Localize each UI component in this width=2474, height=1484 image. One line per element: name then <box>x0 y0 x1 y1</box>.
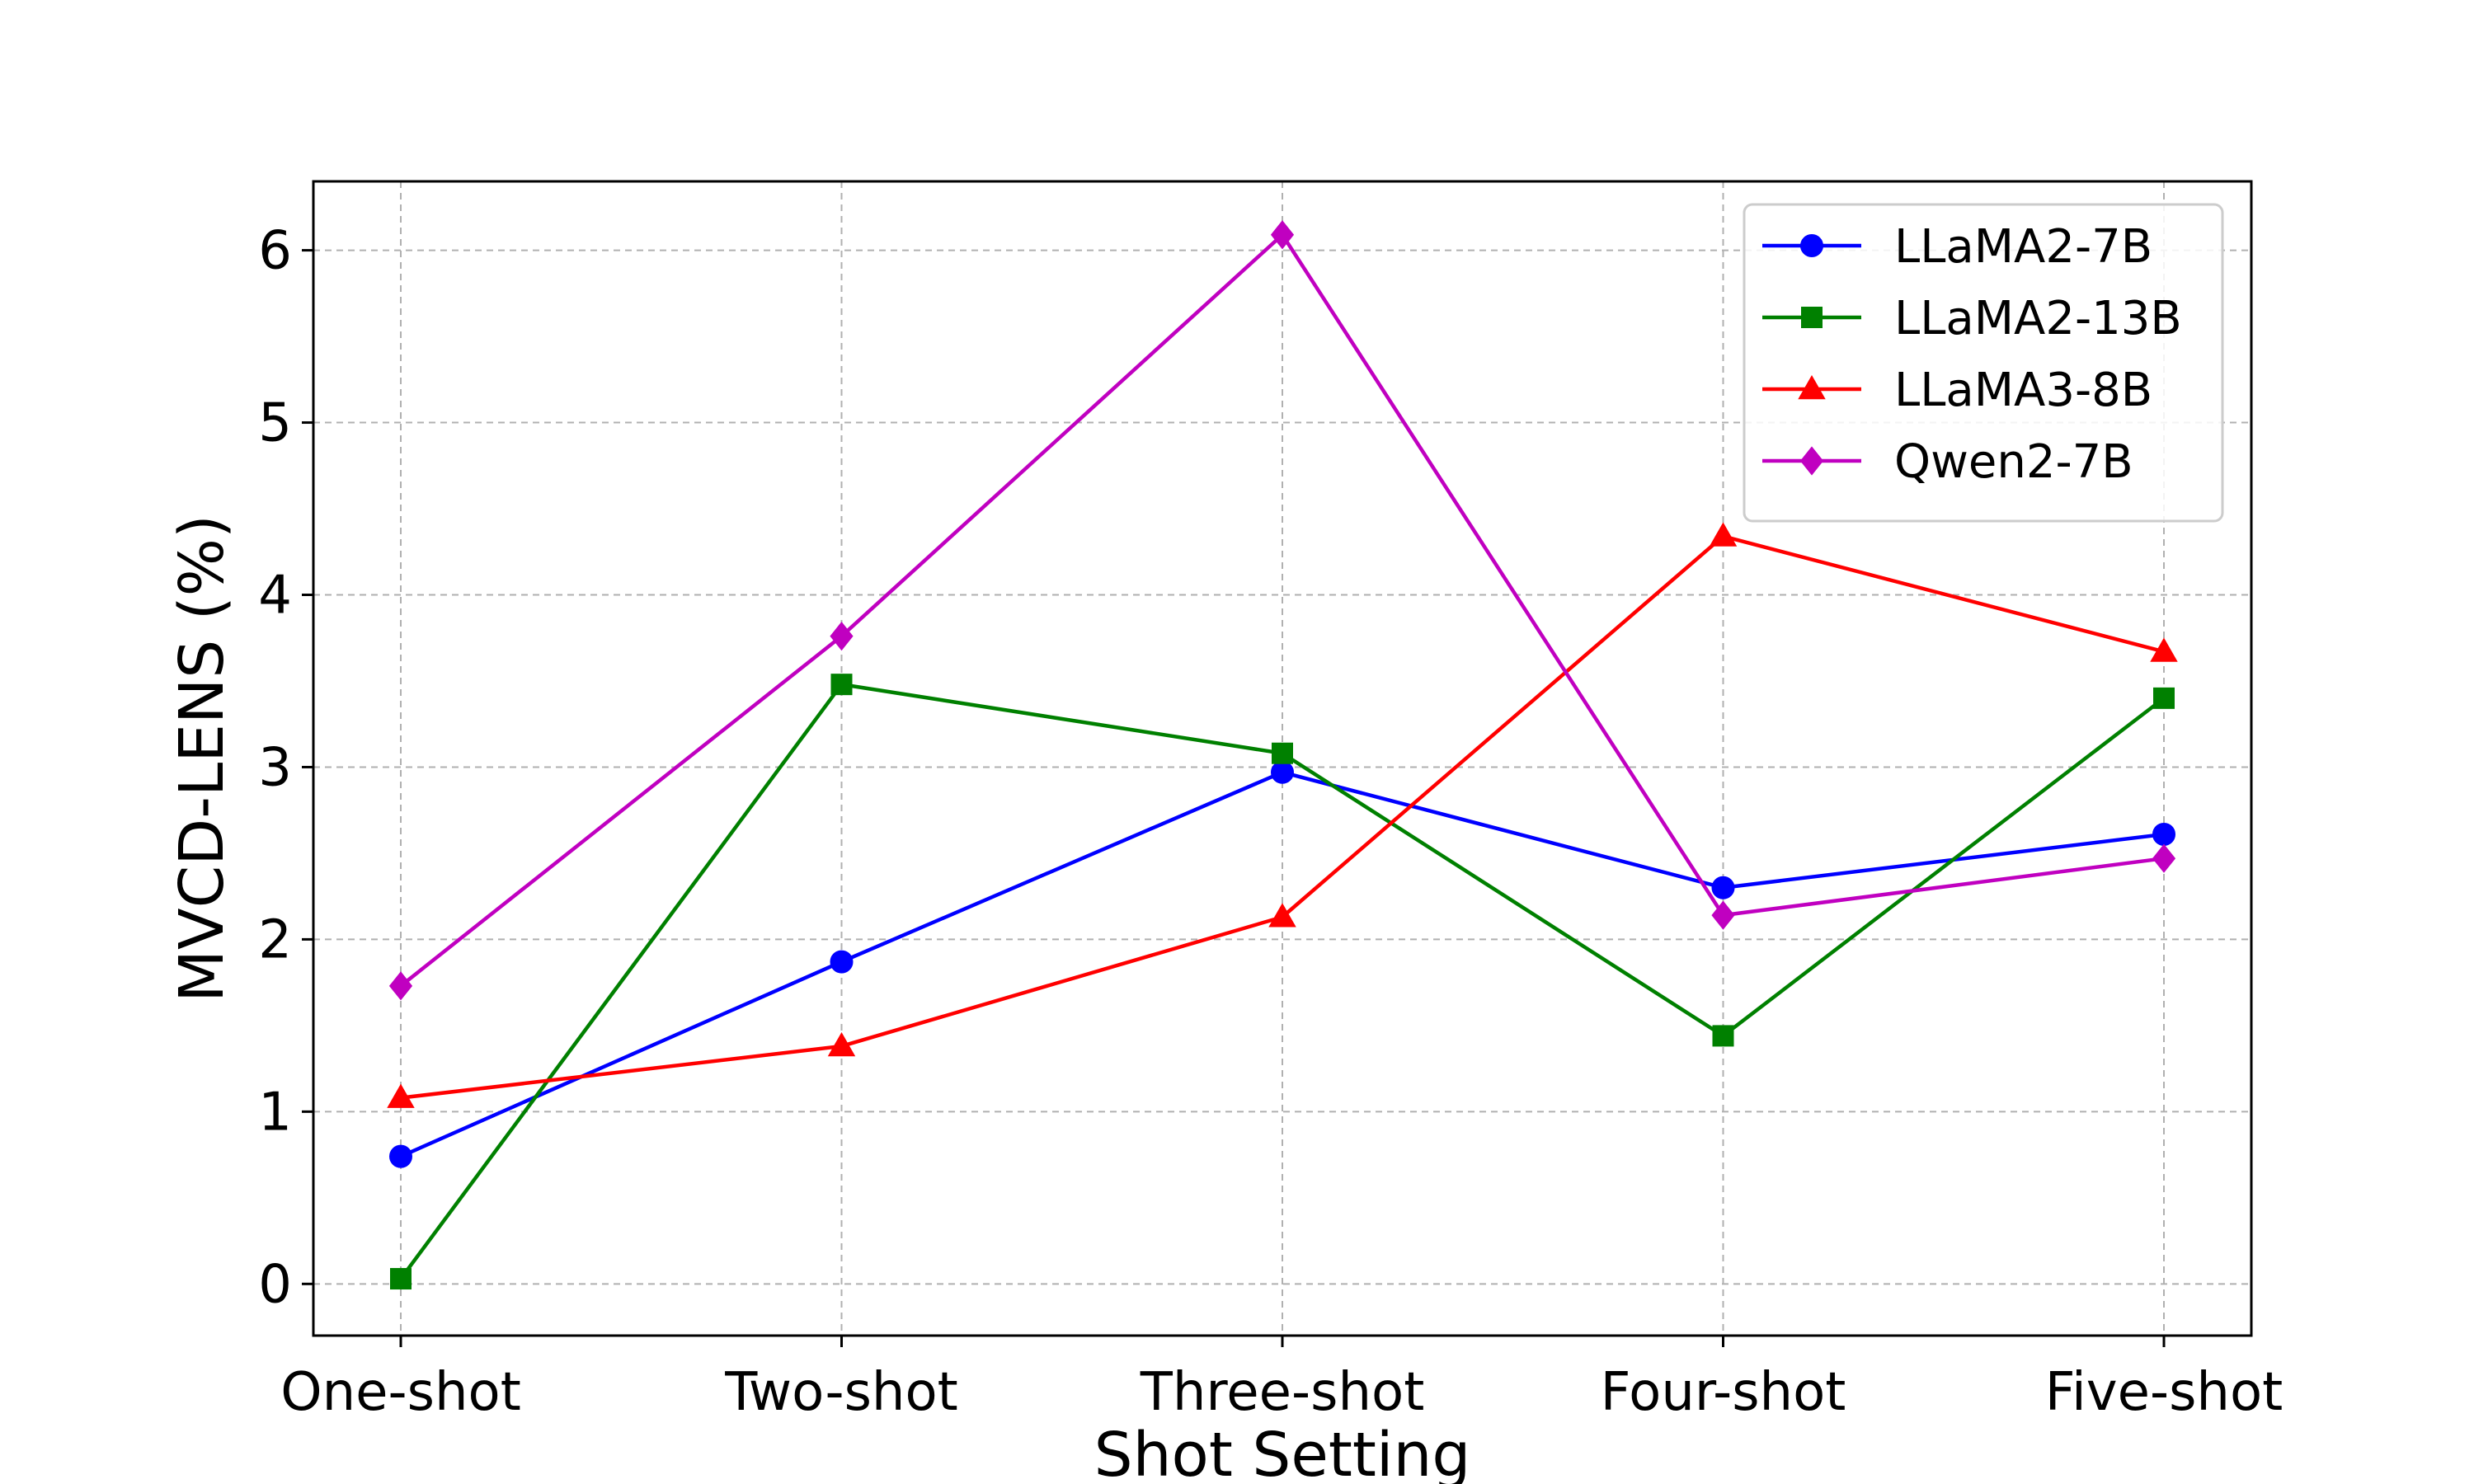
data-point <box>1272 742 1293 764</box>
legend-item: LLaMA2-13B <box>1762 292 2182 345</box>
x-tick-label: Three-shot <box>1140 1362 1425 1423</box>
y-tick-label: 2 <box>258 909 292 970</box>
legend-label: Qwen2-7B <box>1894 435 2133 489</box>
data-point <box>387 1083 415 1108</box>
data-point <box>1711 876 1735 899</box>
data-point <box>389 1144 412 1168</box>
legend-marker <box>1801 307 1823 328</box>
y-tick-label: 4 <box>258 565 292 626</box>
data-point <box>830 622 854 651</box>
legend-label: LLaMA2-13B <box>1894 292 2182 345</box>
series-llama2-13b <box>390 674 2175 1290</box>
y-tick-label: 0 <box>258 1254 292 1315</box>
data-point <box>1712 1025 1734 1047</box>
x-tick-label: Five-shot <box>2045 1362 2283 1423</box>
data-point <box>388 971 413 1001</box>
data-point <box>1268 903 1296 928</box>
series-qwen2-7b <box>388 220 2176 1001</box>
y-tick-label: 6 <box>258 221 292 282</box>
series-layer <box>387 220 2178 1290</box>
legend-item: Qwen2-7B <box>1762 435 2133 489</box>
x-tick-label: Two-shot <box>724 1362 957 1423</box>
legend-marker <box>1800 234 1823 257</box>
data-point <box>1270 220 1295 250</box>
x-axis-title: Shot Setting <box>1094 1420 1471 1484</box>
data-point <box>2152 822 2175 846</box>
data-point <box>1711 900 1735 930</box>
data-point <box>390 1268 412 1290</box>
x-tick-label: Four-shot <box>1601 1362 1846 1423</box>
series-llama3-8b <box>387 522 2178 1108</box>
legend-label: LLaMA3-8B <box>1894 364 2152 417</box>
data-point <box>830 674 853 696</box>
data-point <box>830 950 854 974</box>
legend-frame <box>1743 203 2224 523</box>
y-tick-label: 5 <box>258 393 292 454</box>
legend-marker <box>1798 374 1826 400</box>
data-point <box>2150 637 2178 662</box>
data-point <box>827 1031 856 1057</box>
y-axis-title: MVCD-LENS (%) <box>167 514 238 1003</box>
series-llama2-7b <box>389 760 2175 1168</box>
x-tick-label: One-shot <box>280 1362 521 1423</box>
legend: LLaMA2-7B LLaMA2-13B LLaMA3-8B Qwen2-7B <box>1743 203 2224 523</box>
legend-item: LLaMA2-7B <box>1762 220 2152 274</box>
data-point <box>1271 760 1294 784</box>
data-point <box>1709 522 1738 547</box>
y-tick-label: 1 <box>258 1082 292 1143</box>
legend-label: LLaMA2-7B <box>1894 220 2152 274</box>
data-point <box>2153 687 2175 709</box>
legend-marker <box>1799 446 1824 476</box>
axis-ticks: 0 1 2 3 4 5 6 One-shot Two-shot Three-shot Four-sh… <box>258 221 2283 1423</box>
data-point <box>2152 843 2176 873</box>
y-tick-label: 3 <box>258 737 292 798</box>
legend-item: LLaMA3-8B <box>1762 364 2152 417</box>
